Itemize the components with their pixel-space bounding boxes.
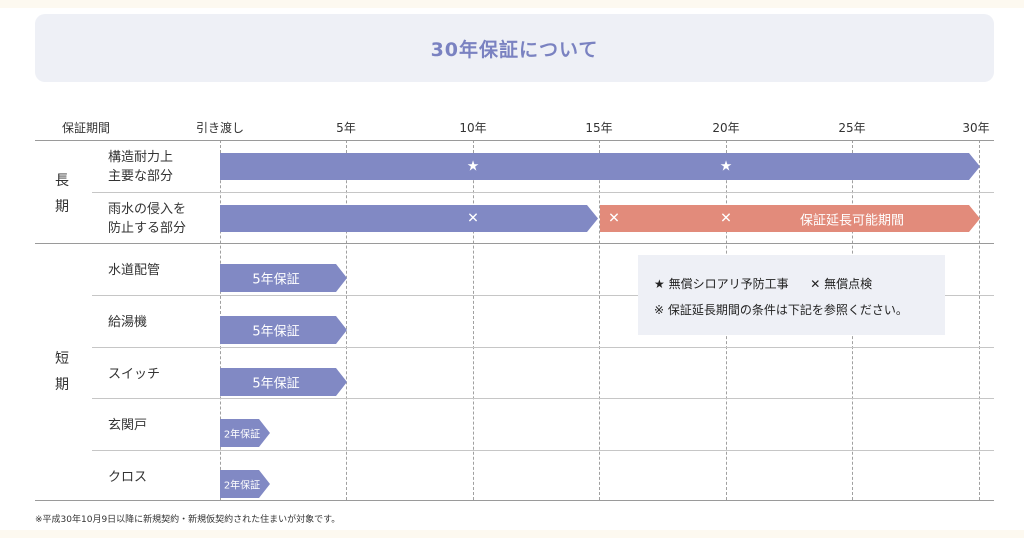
- water-heater-bar: 5年保証: [220, 316, 347, 344]
- axis-tick-10: 10年: [459, 121, 487, 135]
- star-icon: ★: [719, 158, 733, 175]
- grid-line-10: [473, 140, 474, 500]
- bar-label: 2年保証: [223, 429, 261, 441]
- row-divider: [92, 192, 994, 193]
- row-label-structure: 構造耐力上 主要な部分: [108, 148, 173, 186]
- legend-star-text: ★ 無償シロアリ予防工事: [654, 277, 789, 291]
- tools-icon: ✕: [720, 210, 732, 227]
- row-label-line: 主要な部分: [108, 169, 174, 184]
- switch-bar: 5年保証: [220, 368, 347, 396]
- row-label-entrance-door: 玄関戸: [108, 418, 148, 433]
- row-label-line: 構造耐力上: [108, 150, 174, 165]
- row-divider: [92, 450, 994, 451]
- legend-note: ※ 保証延長期間の条件は下記を参照ください。: [654, 303, 908, 317]
- bar-label: 5年保証: [252, 324, 300, 340]
- axis-tick-handover: 引き渡し: [195, 121, 245, 135]
- axis-tick-15: 15年: [585, 121, 613, 135]
- group-label-char: 期: [55, 199, 69, 215]
- extension-label: 保証延長可能期間: [799, 213, 905, 228]
- title-banner: 30年保証について: [35, 14, 994, 82]
- legend-tool-text: ✕ 無償点検: [810, 277, 873, 291]
- legend-box: ★ 無償シロアリ予防工事 ✕ 無償点検 ※ 保証延長期間の条件は下記を参照くださ…: [638, 255, 945, 335]
- row-label-water-pipe: 水道配管: [108, 263, 161, 278]
- axis-tick-25: 25年: [838, 121, 866, 135]
- grid-line-15: [599, 140, 600, 500]
- star-icon: ★: [466, 158, 480, 175]
- row-divider: [35, 140, 994, 141]
- rain-warranty-bar: ✕: [220, 205, 598, 232]
- row-divider: [35, 500, 994, 501]
- row-label-line: 雨水の侵入を: [108, 202, 187, 217]
- bar-label: 5年保証: [252, 272, 300, 288]
- axis-tick-30: 30年: [962, 121, 990, 135]
- axis-tick-5: 5年: [336, 121, 356, 135]
- footnote: ※平成30年10月9日以降に新規契約・新規仮契約された住まいが対象です。: [35, 515, 341, 525]
- row-divider: [35, 243, 994, 244]
- row-divider: [92, 398, 994, 399]
- group-label-char: 期: [55, 377, 69, 393]
- tools-icon: ✕: [608, 210, 620, 227]
- entrance-door-bar: 2年保証: [220, 419, 270, 447]
- row-divider: [92, 347, 994, 348]
- row-label-cloth: クロス: [108, 470, 148, 485]
- water-pipe-bar: 5年保証: [220, 264, 347, 292]
- grid-line-5: [346, 140, 347, 500]
- structure-warranty-bar: ★ ★: [220, 153, 980, 180]
- row-label-rain: 雨水の侵入を 防止する部分: [108, 200, 186, 238]
- warranty-page: 30年保証について 保証期間 引き渡し 5年 10年 15年 20年 25年 3…: [0, 8, 1024, 530]
- axis-tick-20: 20年: [712, 121, 740, 135]
- tools-icon: ✕: [467, 210, 479, 227]
- legend-star-item: ★ 無償シロアリ予防工事 ✕ 無償点検: [654, 275, 872, 292]
- group-label-long: 長 期: [47, 168, 77, 220]
- cloth-bar: 2年保証: [220, 470, 270, 498]
- group-label-char: 長: [55, 173, 69, 189]
- axis-label: 保証期間: [62, 121, 111, 135]
- group-label-short: 短 期: [47, 346, 77, 398]
- row-divider: [92, 295, 994, 296]
- row-label-line: 防止する部分: [108, 221, 187, 236]
- bar-label: 5年保証: [252, 376, 300, 392]
- extension-bar: ✕ ✕ 保証延長可能期間: [600, 205, 980, 232]
- page-title: 30年保証について: [430, 38, 599, 61]
- row-label-water-heater: 給湯機: [108, 315, 148, 330]
- warranty-chart: 保証期間 引き渡し 5年 10年 15年 20年 25年 30年 長 期 短 期: [0, 8, 1024, 530]
- bar-label: 2年保証: [223, 480, 261, 492]
- row-label-switch: スイッチ: [108, 367, 161, 382]
- grid-line-30: [979, 140, 980, 500]
- group-label-char: 短: [55, 351, 69, 367]
